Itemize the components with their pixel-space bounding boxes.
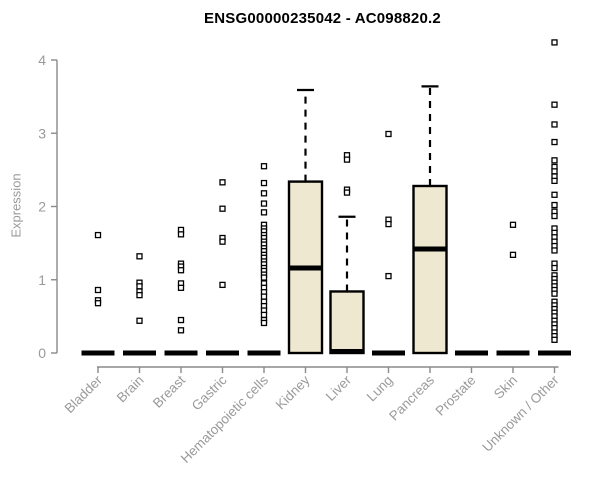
- outlier-point: [551, 247, 558, 254]
- outlier-point: [260, 179, 268, 187]
- x-category-label: Gastric: [189, 372, 230, 413]
- outlier-point: [509, 221, 517, 228]
- outlier-point: [551, 264, 558, 272]
- outlier-point: [385, 130, 392, 138]
- outlier-point: [177, 267, 185, 274]
- x-category-label: Lung: [364, 373, 396, 405]
- outlier-point: [551, 290, 558, 297]
- outlier-point: [551, 177, 558, 185]
- boxplot-group-unknown-other: [538, 39, 571, 356]
- x-category-label: Liver: [323, 372, 355, 404]
- outlier-point: [343, 156, 351, 163]
- outlier-point: [219, 281, 226, 289]
- outlier-point: [551, 191, 558, 198]
- outlier-points-brain: [136, 253, 143, 324]
- y-tick-label: 4: [38, 52, 46, 68]
- boxplot-group-hematopoietic-cells: [247, 163, 281, 356]
- outlier-point: [385, 220, 392, 228]
- outlier-point: [551, 39, 558, 46]
- outlier-point: [551, 201, 558, 209]
- y-tick-label: 2: [38, 199, 46, 215]
- box-pancreas: [412, 184, 448, 355]
- boxplot-group-kidney: [287, 88, 324, 355]
- outlier-point: [94, 231, 102, 239]
- boxplot-group-gastric: [206, 179, 239, 356]
- outlier-point: [260, 274, 268, 281]
- outlier-points-unknown-other: [551, 39, 558, 343]
- outlier-points-gastric: [219, 179, 226, 289]
- x-category-label: Kidney: [273, 372, 313, 412]
- y-axis: 0 1 2 3 4: [38, 52, 58, 361]
- outlier-point: [551, 168, 558, 175]
- y-tick-label: 0: [38, 345, 46, 361]
- x-category-label: Unknown / Other: [479, 372, 562, 455]
- boxplot-group-breast: [164, 226, 198, 356]
- outlier-point: [177, 284, 185, 291]
- y-tick-label: 1: [38, 272, 46, 288]
- boxplot-group-pancreas: [412, 85, 448, 355]
- outlier-point: [136, 291, 143, 299]
- outlier-point: [260, 200, 268, 207]
- outlier-point: [177, 316, 185, 324]
- x-category-label: Pancreas: [386, 372, 437, 423]
- outlier-point: [551, 101, 558, 108]
- outlier-point: [94, 300, 102, 307]
- box-liver: [329, 290, 365, 355]
- outlier-point: [136, 317, 143, 324]
- outlier-point: [551, 121, 558, 128]
- x-category-label: Bladder: [62, 372, 106, 416]
- outlier-point: [260, 311, 268, 319]
- outlier-points-lung: [385, 130, 392, 280]
- boxplot-group-bladder: [81, 231, 115, 356]
- outlier-point: [177, 231, 185, 238]
- outlier-points-liver: [343, 152, 351, 196]
- outlier-point: [136, 283, 143, 290]
- x-category-label: Brain: [114, 373, 147, 406]
- outlier-point: [260, 163, 268, 170]
- outlier-point: [219, 205, 226, 212]
- outlier-points-hematopoietic-cells: [260, 163, 268, 327]
- outlier-point: [260, 209, 268, 216]
- outlier-point: [343, 189, 351, 196]
- x-category-label: Breast: [150, 372, 188, 410]
- outlier-point: [385, 272, 392, 280]
- outlier-point: [260, 190, 268, 197]
- outlier-point: [509, 251, 517, 258]
- outlier-points-skin: [509, 221, 517, 258]
- outlier-point: [136, 253, 143, 260]
- x-category-label: Skin: [491, 373, 520, 402]
- outlier-point: [551, 157, 558, 164]
- boxplot-group-skin: [496, 221, 530, 356]
- boxplot-group-brain: [123, 253, 156, 356]
- boxplot-group-liver: [329, 152, 365, 355]
- outlier-point: [260, 319, 268, 327]
- outlier-points-breast: [177, 226, 185, 334]
- outlier-point: [177, 327, 185, 334]
- outlier-point: [551, 138, 558, 146]
- x-category-label: Prostate: [432, 373, 478, 419]
- outlier-point: [219, 238, 226, 245]
- y-tick-label: 3: [38, 125, 46, 141]
- outlier-point: [260, 293, 268, 300]
- outlier-point: [219, 179, 226, 186]
- boxplot-group-lung: [372, 130, 405, 356]
- outlier-point: [551, 212, 558, 220]
- outlier-point: [94, 286, 102, 294]
- chart-title: ENSG00000235042 - AC098820.2: [204, 10, 441, 27]
- outlier-point: [551, 336, 558, 343]
- outlier-points-bladder: [94, 231, 102, 307]
